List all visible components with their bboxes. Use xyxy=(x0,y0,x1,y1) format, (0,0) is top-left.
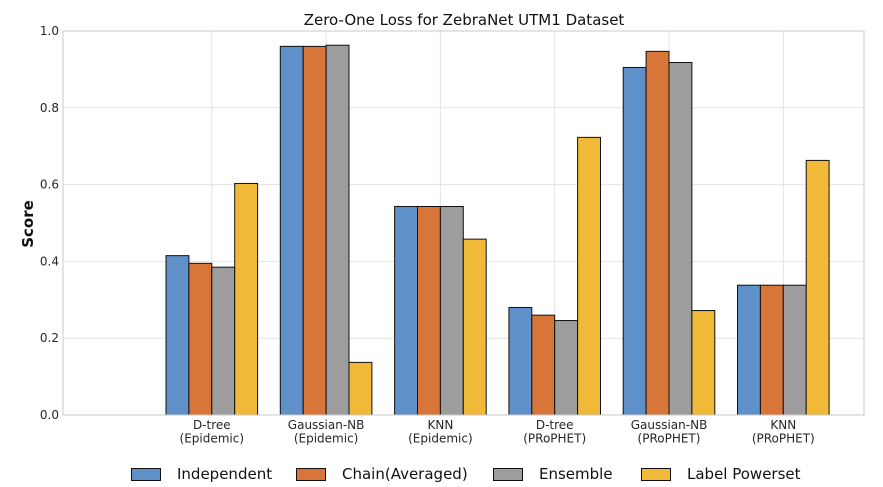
bars xyxy=(165,44,830,416)
y-tick-label: 0.4 xyxy=(40,254,59,268)
x-tick-label: Gaussian-NB xyxy=(631,418,708,432)
bar-ensemble-2 xyxy=(325,44,350,416)
x-tick-label: D-tree xyxy=(536,418,574,432)
x-tick-label: (PRoPHET) xyxy=(752,432,815,446)
y-tick-label: 0.2 xyxy=(40,331,59,345)
y-tick-label: 0.0 xyxy=(40,408,59,422)
legend-item-label-powerset: Label Powerset xyxy=(641,462,801,486)
x-tick-label: (Epidemic) xyxy=(180,432,245,446)
bar-label-powerset-2 xyxy=(348,361,373,416)
bar-chain-averaged-5 xyxy=(645,50,670,416)
x-tick-label: D-tree xyxy=(193,418,231,432)
bar-ensemble-1 xyxy=(211,266,236,416)
legend-label-ensemble: Ensemble xyxy=(539,465,613,483)
legend: Independent Chain(Averaged) Ensemble Lab… xyxy=(0,462,883,486)
x-tick-label: (PRoPHET) xyxy=(638,432,701,446)
bar-label-powerset-3 xyxy=(462,238,487,416)
x-tick-label: Gaussian-NB xyxy=(288,418,365,432)
legend-label-chain-averaged: Chain(Averaged) xyxy=(342,465,468,483)
plot-frame xyxy=(62,30,865,416)
legend-item-chain-averaged: Chain(Averaged) xyxy=(296,462,468,486)
x-tick-label: KNN xyxy=(427,418,453,432)
legend-label-independent: Independent xyxy=(177,465,273,483)
bar-ensemble-4 xyxy=(554,320,579,416)
legend-swatch-independent xyxy=(131,467,161,481)
bar-chain-averaged-4 xyxy=(531,314,556,416)
chart: 0.00.20.40.60.81.0 D-tree(Epidemic)Gauss… xyxy=(19,11,865,446)
bar-independent-4 xyxy=(508,306,533,416)
x-tick-labels: D-tree(Epidemic)Gaussian-NB(Epidemic)KNN… xyxy=(180,418,815,446)
y-tick-label: 0.8 xyxy=(40,101,59,115)
x-tick-label: (Epidemic) xyxy=(294,432,359,446)
bar-chain-averaged-3 xyxy=(417,205,441,416)
bar-label-powerset-5 xyxy=(691,310,716,416)
x-tick-label: (Epidemic) xyxy=(408,432,473,446)
bar-ensemble-5 xyxy=(668,61,693,416)
bar-label-powerset-4 xyxy=(577,136,601,416)
bar-independent-1 xyxy=(165,255,190,416)
bar-independent-2 xyxy=(279,45,304,416)
y-tick-labels: 0.0 0.2 0.4 0.6 0.8 1.0 xyxy=(40,24,59,422)
y-axis-label: Score xyxy=(19,200,37,248)
legend-swatch-label-powerset xyxy=(641,467,671,481)
y-tick-label: 0.6 xyxy=(40,178,59,192)
legend-swatch-chain-averaged xyxy=(296,467,326,481)
bar-chain-averaged-6 xyxy=(759,284,784,416)
bar-independent-6 xyxy=(737,284,761,416)
bar-label-powerset-1 xyxy=(234,182,259,416)
bar-label-powerset-6 xyxy=(805,159,830,416)
x-tick-label: (PRoPHET) xyxy=(523,432,586,446)
chart-title: Zero-One Loss for ZebraNet UTM1 Dataset xyxy=(304,11,625,29)
legend-label-label-powerset: Label Powerset xyxy=(687,465,801,483)
bar-ensemble-6 xyxy=(782,284,807,416)
bar-ensemble-3 xyxy=(439,205,464,416)
legend-item-independent: Independent xyxy=(131,462,272,486)
bar-independent-5 xyxy=(622,66,647,416)
bar-chain-averaged-2 xyxy=(302,45,327,416)
legend-swatch-ensemble xyxy=(493,467,523,481)
bar-independent-3 xyxy=(394,205,419,416)
y-tick-label: 1.0 xyxy=(40,24,59,38)
legend-item-ensemble: Ensemble xyxy=(493,462,613,486)
bar-chain-averaged-1 xyxy=(188,262,213,416)
x-tick-label: KNN xyxy=(770,418,796,432)
